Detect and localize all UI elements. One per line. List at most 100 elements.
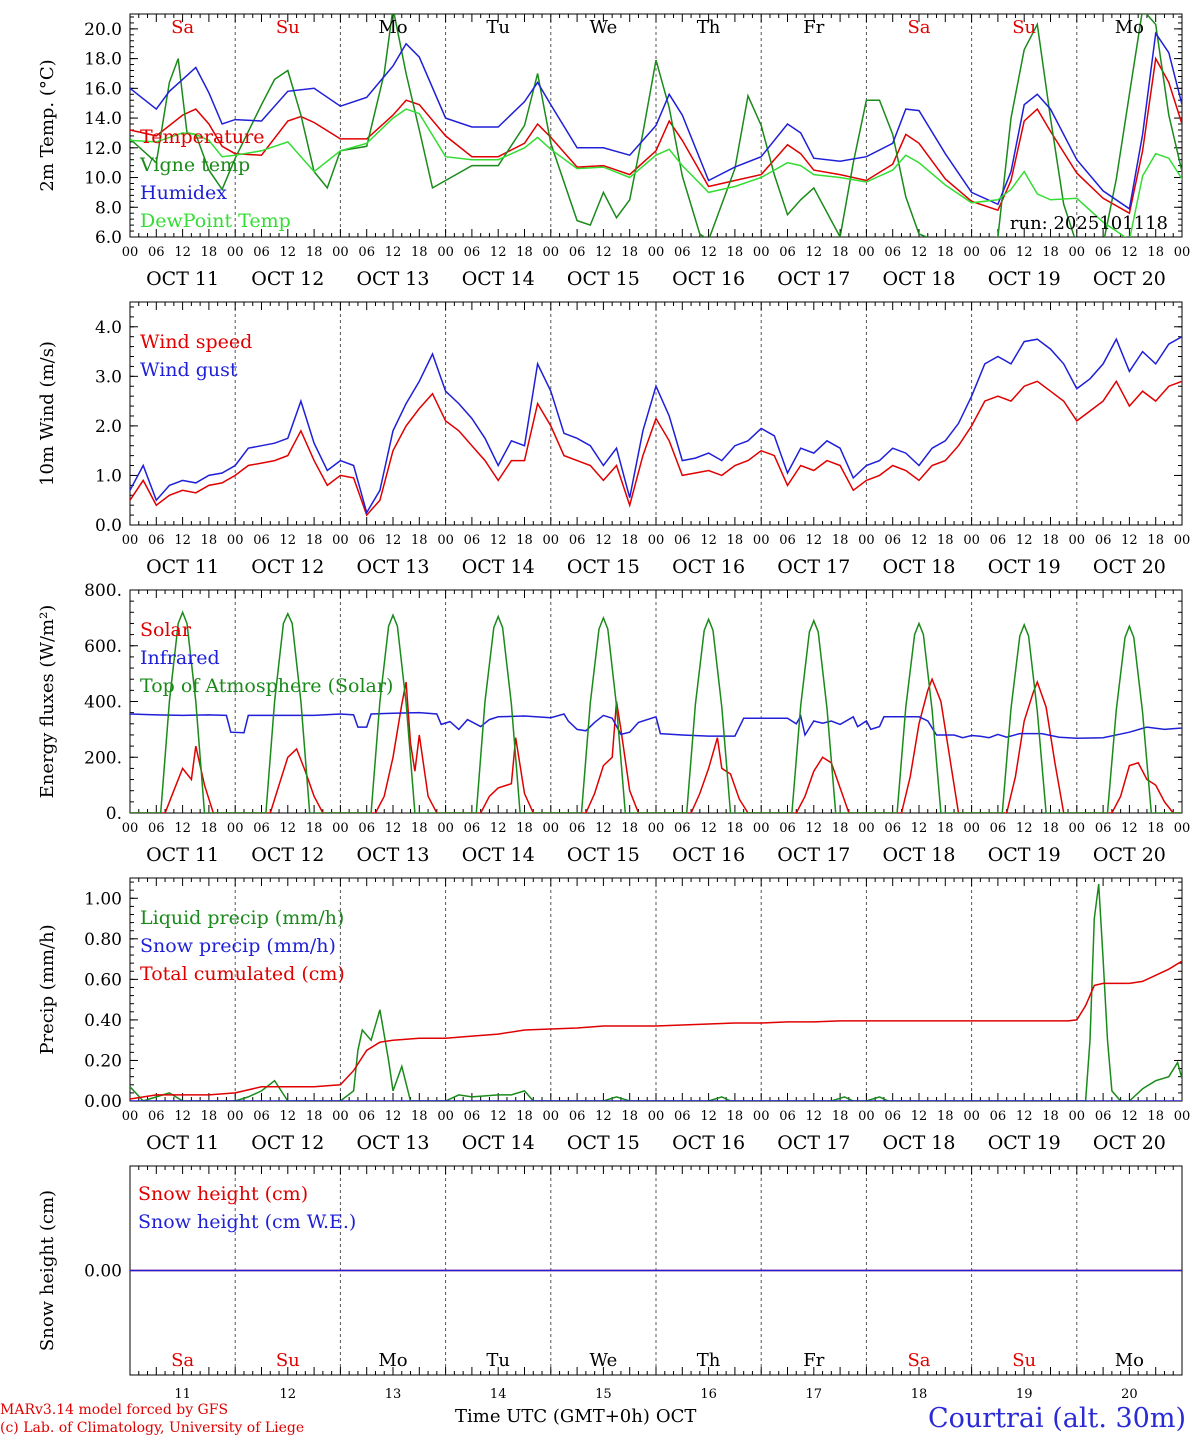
date-label: OCT 20 <box>1093 556 1166 578</box>
hour-tick-label: 18 <box>832 1109 849 1124</box>
date-label: OCT 20 <box>1093 268 1166 290</box>
y-tick-label: 18.0 <box>84 50 122 70</box>
series-line-infrared <box>130 711 1182 740</box>
date-label: OCT 11 <box>146 844 219 866</box>
hour-tick-label: 18 <box>832 245 849 260</box>
hour-tick-label: 18 <box>727 821 744 836</box>
hour-tick-label: 06 <box>569 821 586 836</box>
weekday-label: Mo <box>1115 1350 1144 1371</box>
legend-snow-height-cm-w-e-: Snow height (cm W.E.) <box>138 1211 356 1233</box>
hour-tick-label: 00 <box>122 533 139 548</box>
hour-tick-label: 18 <box>201 245 218 260</box>
hour-tick-label: 18 <box>621 245 638 260</box>
hour-tick-label: 12 <box>280 821 297 836</box>
hour-tick-label: 12 <box>385 533 402 548</box>
model-credit: MARv3.14 model forced by GFS (c) Lab. of… <box>0 1401 304 1437</box>
y-tick-label: 200. <box>84 748 122 768</box>
weekday-label: Th <box>697 1350 721 1371</box>
hour-tick-label: 12 <box>806 821 823 836</box>
date-label: OCT 16 <box>672 844 745 866</box>
date-label: OCT 11 <box>146 1132 219 1154</box>
hour-tick-label: 12 <box>911 533 928 548</box>
hour-tick-label: 06 <box>253 245 270 260</box>
hour-tick-label: 06 <box>253 1109 270 1124</box>
date-label: OCT 13 <box>356 556 429 578</box>
date-label: OCT 19 <box>988 268 1061 290</box>
weekday-label: Tu <box>486 1350 510 1371</box>
hour-tick-label: 06 <box>779 533 796 548</box>
day-number-label: 14 <box>490 1387 507 1402</box>
hour-tick-label: 18 <box>937 821 954 836</box>
y-axis-label: 10m Wind (m/s) <box>37 341 58 486</box>
y-tick-label: 0.40 <box>84 1011 122 1031</box>
run-annotation: run: 2025101118 <box>1010 213 1168 234</box>
hour-tick-label: 18 <box>411 821 428 836</box>
hour-tick-label: 00 <box>1069 821 1086 836</box>
y-tick-label: 800. <box>84 581 122 601</box>
date-label: OCT 17 <box>777 1132 850 1154</box>
date-label: OCT 14 <box>462 844 535 866</box>
hour-tick-label: 00 <box>1174 821 1191 836</box>
hour-tick-label: 12 <box>700 533 717 548</box>
day-number-label: 16 <box>700 1387 717 1402</box>
hour-tick-label: 12 <box>700 1109 717 1124</box>
weekday-label: Mo <box>378 1350 407 1371</box>
x-axis-title: Time UTC (GMT+0h) OCT <box>455 1406 702 1427</box>
legend-humidex: Humidex <box>140 182 227 204</box>
hour-tick-label: 00 <box>543 821 560 836</box>
hour-tick-label: 18 <box>201 533 218 548</box>
series-line-dewpoint-temp <box>130 108 1182 237</box>
hour-tick-label: 12 <box>911 1109 928 1124</box>
hour-tick-label: 06 <box>148 533 165 548</box>
y-tick-label: 6.0 <box>95 228 122 248</box>
hour-tick-label: 00 <box>122 1109 139 1124</box>
date-label: OCT 19 <box>988 1132 1061 1154</box>
legend-snow-height-cm-: Snow height (cm) <box>138 1183 308 1205</box>
hour-tick-label: 12 <box>911 821 928 836</box>
date-label: OCT 15 <box>567 268 640 290</box>
hour-tick-label: 18 <box>411 245 428 260</box>
hour-tick-label: 18 <box>1147 821 1164 836</box>
y-axis-label: 2m Temp. (°C) <box>37 59 58 191</box>
hour-tick-label: 12 <box>911 245 928 260</box>
hour-tick-label: 12 <box>595 533 612 548</box>
hour-tick-label: 00 <box>648 821 665 836</box>
hour-tick-label: 06 <box>569 1109 586 1124</box>
hour-tick-label: 12 <box>1121 245 1138 260</box>
hour-tick-label: 06 <box>148 821 165 836</box>
y-tick-label: 20.0 <box>84 20 122 40</box>
hour-tick-label: 12 <box>806 245 823 260</box>
hour-tick-label: 12 <box>280 245 297 260</box>
weekday-label: Sa <box>907 1350 930 1371</box>
chart-panel-3: 0. 200. 400. 600. 800. Energy fluxes (W/m²) So… <box>37 581 1191 866</box>
date-label: OCT 14 <box>462 1132 535 1154</box>
series-line-solar <box>130 677 1182 813</box>
hour-tick-label: 06 <box>253 533 270 548</box>
weekday-label: Su <box>1012 17 1036 38</box>
hour-tick-label: 18 <box>516 245 533 260</box>
hour-tick-label: 18 <box>832 533 849 548</box>
hour-tick-label: 18 <box>621 1109 638 1124</box>
weekday-label: Sa <box>171 17 194 38</box>
hour-tick-label: 12 <box>280 1109 297 1124</box>
hour-tick-label: 12 <box>490 533 507 548</box>
y-tick-label: 600. <box>84 637 122 657</box>
hour-tick-label: 00 <box>963 1109 980 1124</box>
date-label: OCT 11 <box>146 268 219 290</box>
hour-tick-label: 12 <box>1016 1109 1033 1124</box>
hour-tick-label: 12 <box>1121 1109 1138 1124</box>
hour-tick-label: 00 <box>753 533 770 548</box>
legend-vigne-temp: Vigne temp <box>139 154 250 176</box>
hour-tick-label: 06 <box>779 821 796 836</box>
hour-tick-label: 06 <box>1095 245 1112 260</box>
date-label: OCT 20 <box>1093 844 1166 866</box>
lab-credit-text: (c) Lab. of Climatology, University of L… <box>0 1420 305 1436</box>
hour-tick-label: 18 <box>516 821 533 836</box>
hour-tick-label: 00 <box>1069 533 1086 548</box>
hour-tick-label: 06 <box>358 245 375 260</box>
x-axis-month: OCT <box>655 1406 697 1427</box>
hour-tick-label: 00 <box>648 1109 665 1124</box>
legend-wind-speed: Wind speed <box>140 331 252 353</box>
day-number-label: 15 <box>595 1387 612 1402</box>
date-label: OCT 17 <box>777 556 850 578</box>
